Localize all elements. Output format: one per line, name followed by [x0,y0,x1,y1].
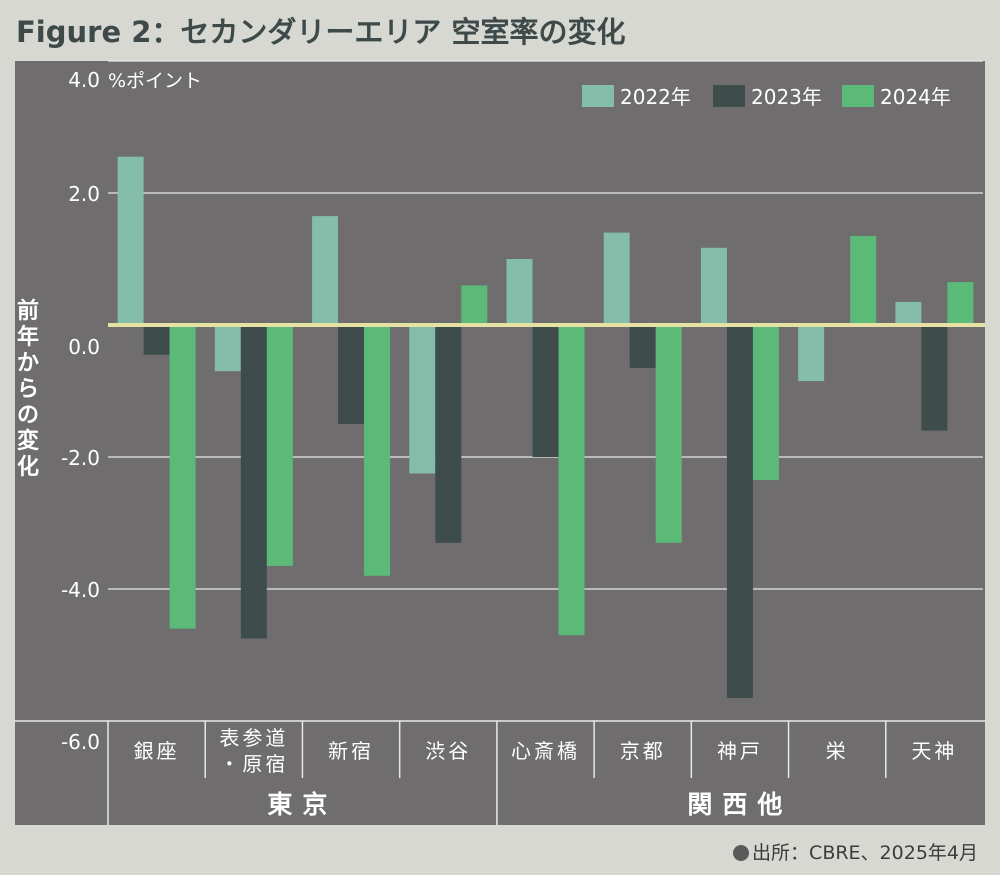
category-label: 心斎橋 [511,739,580,763]
y-axis-title-char: の [17,403,39,428]
bar-2024年-栄 [850,235,877,325]
bullet-icon [733,845,750,861]
bar-2022年-渋谷 [409,325,436,474]
y-axis-title-char: 前 [17,298,39,324]
bar-2023年-京都 [629,325,656,368]
bar-2022年-神戸 [700,247,727,325]
y-tick-label: 2.0 [68,182,100,206]
y-axis-title-char: 変 [17,428,39,454]
y-tick-label: 4.0 [68,68,100,92]
group-label: 関西他 [687,790,792,819]
y-axis-title-char: 年 [17,324,39,350]
y-tick-label: -4.0 [61,578,100,602]
legend-swatch-2024年 [842,85,874,107]
category-label: ・原宿 [219,752,288,776]
bar-2024年-渋谷 [461,285,488,325]
y-axis-title-char: ら [17,377,39,402]
category-label: 銀座 [134,739,180,763]
category-label: 新宿 [328,739,374,763]
bar-2023年-新宿 [338,325,365,424]
y-axis-title-char: か [17,351,39,376]
bar-2024年-銀座 [169,325,196,629]
legend-label: 2023年 [751,85,822,109]
source-text: 出所：CBRE、2025年4月 [752,842,978,864]
y-tick-label: -2.0 [61,446,100,470]
legend-label: 2022年 [620,85,691,109]
bar-2024年-神戸 [752,325,779,481]
bar-2022年-天神 [895,301,922,325]
bar-2022年-表参道・原宿 [214,325,241,372]
bar-2024年-天神 [947,282,974,325]
bar-2023年-表参道・原宿 [240,325,267,639]
y-tick-label: -6.0 [61,730,100,754]
bar-2022年-栄 [798,325,825,382]
bar-2023年-心斎橋 [532,325,559,457]
legend-label: 2024年 [880,85,951,109]
bar-2023年-天神 [921,325,948,431]
figure-title: Figure 2：セカンダリーエリア 空室率の変化 [16,15,626,49]
bar-2022年-銀座 [117,156,144,325]
y-unit-label: %ポイント [108,70,202,92]
legend-swatch-2022年 [582,85,614,107]
bar-2024年-表参道・原宿 [266,325,293,566]
category-label: 表参道 [219,726,288,750]
category-label: 天神 [911,739,957,763]
bar-2023年-神戸 [726,325,753,698]
source-note: 出所：CBRE、2025年4月 [733,838,978,865]
group-label: 東京 [267,790,337,819]
category-label: 神戸 [717,739,763,763]
bar-2023年-渋谷 [435,325,462,543]
bar-2024年-心斎橋 [558,325,585,636]
category-label: 渋谷 [425,739,471,763]
category-label: 京都 [620,739,666,763]
bar-2024年-京都 [655,325,682,543]
y-axis-title-char: 化 [17,454,39,480]
bar-2022年-心斎橋 [506,259,533,325]
y-tick-label: 0.0 [68,335,100,359]
bar-2023年-銀座 [143,325,170,355]
bar-2022年-京都 [603,232,630,325]
bar-2022年-新宿 [312,216,339,325]
bar-2024年-新宿 [364,325,391,576]
plot-area [15,61,985,825]
legend-swatch-2023年 [713,85,745,107]
category-label: 栄 [826,739,849,763]
